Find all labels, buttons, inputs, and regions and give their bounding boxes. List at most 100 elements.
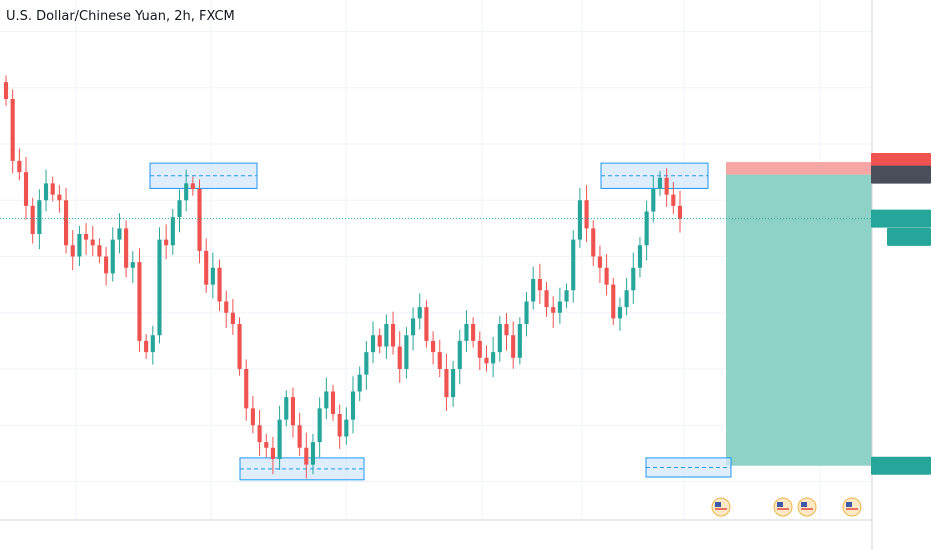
candle-body[interactable] bbox=[417, 307, 422, 319]
candle-body[interactable] bbox=[404, 335, 409, 369]
candle-body[interactable] bbox=[224, 301, 229, 313]
candle-body[interactable] bbox=[97, 245, 102, 257]
candle-body[interactable] bbox=[37, 200, 42, 234]
candle-body[interactable] bbox=[270, 447, 275, 459]
candle-body[interactable] bbox=[357, 374, 362, 392]
candle-body[interactable] bbox=[431, 340, 436, 353]
candle-body[interactable] bbox=[457, 340, 462, 369]
candle-body[interactable] bbox=[370, 335, 376, 353]
candle-body[interactable] bbox=[491, 352, 496, 364]
price-badge[interactable] bbox=[871, 209, 931, 228]
candle-body[interactable] bbox=[584, 200, 589, 229]
candle-body[interactable] bbox=[611, 284, 616, 319]
candle-body[interactable] bbox=[124, 228, 129, 268]
candle-body[interactable] bbox=[264, 442, 269, 448]
candle-body[interactable] bbox=[504, 324, 509, 336]
candle-body[interactable] bbox=[70, 245, 75, 257]
candle-body[interactable] bbox=[210, 267, 215, 285]
candle-body[interactable] bbox=[244, 369, 249, 409]
candle-body[interactable] bbox=[437, 352, 442, 369]
candle-body[interactable] bbox=[397, 346, 402, 370]
candle-body[interactable] bbox=[664, 177, 669, 195]
candle-body[interactable] bbox=[310, 442, 316, 465]
candle-body[interactable] bbox=[384, 324, 389, 347]
candle-body[interactable] bbox=[104, 256, 109, 274]
candle-body[interactable] bbox=[144, 340, 149, 353]
candle-body[interactable] bbox=[577, 200, 582, 240]
candle-body[interactable] bbox=[197, 189, 202, 251]
candle-body[interactable] bbox=[284, 397, 289, 420]
candle-body[interactable] bbox=[671, 194, 676, 206]
candle-body[interactable] bbox=[10, 99, 15, 161]
candle-body[interactable] bbox=[50, 183, 55, 195]
candle-body[interactable] bbox=[257, 425, 262, 443]
price-badge[interactable] bbox=[887, 227, 931, 246]
candle-body[interactable] bbox=[524, 301, 529, 325]
candle-body[interactable] bbox=[237, 324, 242, 369]
candle-body[interactable] bbox=[517, 324, 522, 358]
candle-body[interactable] bbox=[411, 318, 416, 336]
candle-body[interactable] bbox=[471, 324, 476, 341]
candle-body[interactable] bbox=[531, 279, 536, 302]
stop-loss-region[interactable] bbox=[726, 162, 872, 175]
candle-body[interactable] bbox=[364, 352, 369, 375]
candle-body[interactable] bbox=[84, 234, 89, 240]
candle-body[interactable] bbox=[604, 267, 609, 285]
candle-body[interactable] bbox=[184, 183, 189, 201]
candle-body[interactable] bbox=[23, 172, 29, 206]
candle-body[interactable] bbox=[190, 183, 195, 189]
candle-body[interactable] bbox=[390, 324, 396, 347]
candle-body[interactable] bbox=[30, 205, 35, 234]
price-badge[interactable] bbox=[871, 456, 931, 475]
price-badge[interactable] bbox=[871, 165, 931, 184]
candle-body[interactable] bbox=[484, 357, 489, 364]
candle-body[interactable] bbox=[297, 425, 302, 448]
candle-body[interactable] bbox=[657, 177, 663, 189]
candle-body[interactable] bbox=[631, 267, 636, 291]
candle-body[interactable] bbox=[557, 301, 562, 313]
candle-body[interactable] bbox=[624, 290, 629, 308]
candle-body[interactable] bbox=[77, 234, 82, 257]
candle-body[interactable] bbox=[204, 250, 209, 285]
candle-body[interactable] bbox=[424, 307, 429, 341]
candle-body[interactable] bbox=[537, 279, 542, 291]
candle-body[interactable] bbox=[90, 239, 95, 246]
candle-body[interactable] bbox=[43, 183, 49, 201]
candle-body[interactable] bbox=[644, 211, 649, 246]
candle-body[interactable] bbox=[451, 369, 456, 398]
candle-body[interactable] bbox=[544, 290, 549, 308]
candle-body[interactable] bbox=[571, 239, 576, 291]
candle-body[interactable] bbox=[564, 290, 569, 302]
candle-body[interactable] bbox=[497, 324, 502, 353]
candle-body[interactable] bbox=[170, 217, 175, 246]
candle-body[interactable] bbox=[617, 307, 623, 319]
candle-body[interactable] bbox=[511, 335, 516, 358]
candle-body[interactable] bbox=[157, 239, 162, 336]
candle-body[interactable] bbox=[350, 391, 356, 420]
candle-body[interactable] bbox=[464, 324, 469, 341]
candle-body[interactable] bbox=[17, 160, 22, 173]
candle-body[interactable] bbox=[110, 239, 115, 274]
candle-body[interactable] bbox=[477, 340, 482, 358]
candle-body[interactable] bbox=[63, 200, 69, 246]
candle-body[interactable] bbox=[130, 262, 135, 268]
candle-body[interactable] bbox=[57, 194, 62, 201]
candle-body[interactable] bbox=[3, 82, 9, 99]
candle-body[interactable] bbox=[217, 267, 222, 302]
candle-body[interactable] bbox=[344, 419, 349, 437]
candle-body[interactable] bbox=[330, 391, 336, 415]
candle-body[interactable] bbox=[317, 408, 322, 443]
candle-body[interactable] bbox=[250, 408, 255, 426]
candle-body[interactable] bbox=[377, 335, 382, 347]
symbol-title[interactable]: U.S. Dollar/Chinese Yuan, 2h, FXCM bbox=[6, 9, 235, 24]
candle-body[interactable] bbox=[591, 228, 596, 257]
candle-body[interactable] bbox=[177, 200, 182, 218]
take-profit-region[interactable] bbox=[726, 174, 872, 466]
candle-body[interactable] bbox=[597, 256, 602, 268]
candle-body[interactable] bbox=[551, 307, 556, 313]
candle-body[interactable] bbox=[117, 228, 122, 240]
candle-body[interactable] bbox=[444, 369, 449, 398]
candle-body[interactable] bbox=[637, 245, 643, 268]
candle-body[interactable] bbox=[164, 239, 169, 246]
